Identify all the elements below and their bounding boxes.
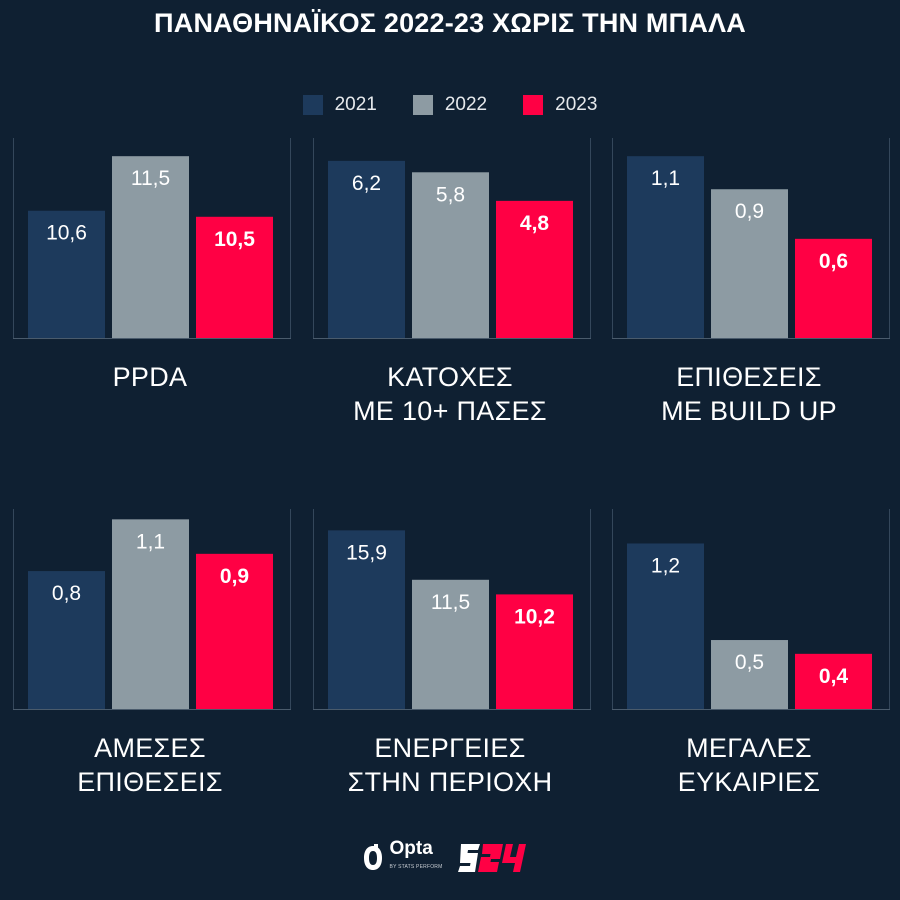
panel-build-up-attacks-label-line-2: ΜΕ BUILD UP <box>661 396 837 426</box>
possessions-10-passes-bar-2022 <box>412 172 489 338</box>
opta-logo: Opta BY STATS PERFORM <box>362 838 443 876</box>
legend: 2021 2022 2023 <box>0 94 900 116</box>
ppda-value-label-2022: 11,5 <box>131 167 170 190</box>
panel-big-chances-chart: 1,2 0,5 0,4 <box>612 509 890 710</box>
box-actions-value-label-2022: 11,5 <box>431 591 470 614</box>
panel-box-actions-label: ΕΝΕΡΓΕΙΕΣ ΣΤΗΝ ΠΕΡΙΟΧΗ <box>313 731 587 799</box>
direct-attacks-bar-2022 <box>112 519 189 709</box>
direct-attacks-bar-2023 <box>196 553 273 709</box>
panel-possessions-10-passes-chart: 6,2 5,8 4,8 <box>313 138 591 339</box>
legend-item-2023: 2023 <box>523 94 597 116</box>
panel-box-actions-label-line-1: ΕΝΕΡΓΕΙΕΣ <box>374 733 526 763</box>
direct-attacks-value-label-2022: 1,1 <box>136 530 165 553</box>
panel-box-actions-chart: 15,9 11,5 10,2 <box>313 509 591 710</box>
ppda-bar-2023 <box>196 216 273 338</box>
opta-logo-icon <box>363 844 382 870</box>
direct-attacks-bar-2021 <box>28 571 105 709</box>
legend-label-2023: 2023 <box>555 94 598 115</box>
big-chances-value-label-2023: 0,4 <box>819 665 849 688</box>
legend-swatch-2022 <box>412 95 433 115</box>
big-chances-bar-2023 <box>795 653 872 709</box>
possessions-10-passes-bar-2021 <box>328 160 405 338</box>
big-chances-bar-2021 <box>627 543 704 709</box>
panel-big-chances-label-line-2: ΕΥΚΑΙΡΙΕΣ <box>677 767 821 797</box>
box-actions-value-label-2023: 10,2 <box>514 605 555 628</box>
direct-attacks-value-label-2023: 0,9 <box>220 565 249 588</box>
panel-direct-attacks-label-line-1: ΑΜΕΣΕΣ <box>94 733 206 763</box>
opta-text: Opta <box>389 838 433 859</box>
possessions-10-passes-bar-2023 <box>496 200 573 338</box>
s24-logo <box>458 844 527 872</box>
build-up-attacks-bar-2021 <box>627 156 704 338</box>
legend-item-2021: 2021 <box>302 94 377 116</box>
legend-swatch-2021 <box>302 95 323 115</box>
box-actions-bar-2022 <box>412 579 489 709</box>
panel-ppda-label: PPDA <box>13 360 287 394</box>
build-up-attacks-value-label-2022: 0,9 <box>735 200 764 223</box>
panel-ppda-chart: 10,6 11,5 10,5 <box>13 138 291 339</box>
panel-big-chances-label: ΜΕΓΑΛΕΣ ΕΥΚΑΙΡΙΕΣ <box>612 731 886 799</box>
legend-label-2022: 2022 <box>444 94 488 115</box>
ppda-bar-2021 <box>28 210 105 338</box>
possessions-10-passes-value-label-2021: 6,2 <box>352 172 381 195</box>
legend-swatch-2023 <box>523 95 544 115</box>
panel-build-up-attacks-chart: 1,1 0,9 0,6 <box>612 138 890 339</box>
panel-direct-attacks-chart: 0,8 1,1 0,9 <box>13 509 291 710</box>
direct-attacks-value-label-2021: 0,8 <box>52 582 81 605</box>
footer: Opta BY STATS PERFORM <box>0 838 900 878</box>
panel-possessions-10-passes-label: ΚΑΤΟΧΕΣ ΜΕ 10+ ΠΑΣΕΣ <box>313 360 587 428</box>
ppda-value-label-2021: 10,6 <box>46 222 87 245</box>
panel-possessions-10-passes-label-line-1: ΚΑΤΟΧΕΣ <box>387 362 513 392</box>
chart-title: ΠΑΝΑΘΗΝΑΪΚΟΣ 2022-23 ΧΩΡΙΣ ΤΗΝ ΜΠΑΛΑ <box>154 8 746 38</box>
legend-item-2022: 2022 <box>412 94 488 116</box>
ppda-value-label-2023: 10,5 <box>214 228 255 251</box>
box-actions-bar-2023 <box>496 594 573 709</box>
big-chances-value-label-2022: 0,5 <box>735 651 764 674</box>
panel-big-chances-label-line-1: ΜΕΓΑΛΕΣ <box>686 733 812 763</box>
legend-label-2021: 2021 <box>334 94 377 115</box>
big-chances-value-label-2021: 1,2 <box>651 554 680 577</box>
panel-build-up-attacks-label-line-1: ΕΠΙΘΕΣΕΙΣ <box>676 362 822 392</box>
box-actions-value-label-2021: 15,9 <box>346 541 387 564</box>
build-up-attacks-bar-2022 <box>711 189 788 338</box>
panel-ppda-label-line-1: PPDA <box>112 362 188 392</box>
build-up-attacks-value-label-2023: 0,6 <box>819 250 848 273</box>
panel-direct-attacks-label: ΑΜΕΣΕΣ ΕΠΙΘΕΣΕΙΣ <box>13 731 287 799</box>
box-actions-bar-2021 <box>328 530 405 709</box>
ppda-bar-2022 <box>112 156 189 338</box>
big-chances-bar-2022 <box>711 640 788 709</box>
possessions-10-passes-value-label-2022: 5,8 <box>436 183 465 206</box>
panel-build-up-attacks-label: ΕΠΙΘΕΣΕΙΣ ΜΕ BUILD UP <box>612 360 886 428</box>
panel-box-actions-label-line-2: ΣΤΗΝ ΠΕΡΙΟΧΗ <box>347 767 553 797</box>
panel-direct-attacks-label-line-2: ΕΠΙΘΕΣΕΙΣ <box>77 767 223 797</box>
build-up-attacks-bar-2023 <box>795 238 872 338</box>
possessions-10-passes-value-label-2023: 4,8 <box>520 212 550 235</box>
build-up-attacks-value-label-2021: 1,1 <box>651 167 680 190</box>
panel-possessions-10-passes-label-line-2: ΜΕ 10+ ΠΑΣΕΣ <box>353 396 547 426</box>
opta-subtext: BY STATS PERFORM <box>389 864 443 870</box>
